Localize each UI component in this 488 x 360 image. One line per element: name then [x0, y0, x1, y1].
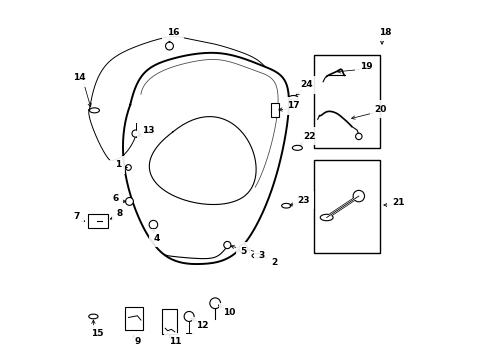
- Text: 13: 13: [142, 126, 154, 135]
- Ellipse shape: [251, 253, 261, 258]
- Circle shape: [224, 242, 230, 249]
- Text: 2: 2: [271, 258, 277, 267]
- Text: 11: 11: [168, 337, 181, 346]
- Text: 22: 22: [303, 131, 315, 140]
- Text: 3: 3: [258, 251, 264, 260]
- Circle shape: [165, 42, 173, 50]
- Text: 19: 19: [359, 62, 371, 71]
- Circle shape: [125, 198, 133, 205]
- Text: 1: 1: [114, 160, 121, 169]
- Text: 5: 5: [240, 247, 246, 256]
- Text: 14: 14: [73, 73, 85, 82]
- Ellipse shape: [288, 95, 298, 100]
- Text: 16: 16: [166, 28, 179, 37]
- Circle shape: [239, 244, 247, 253]
- Bar: [313, 160, 380, 253]
- Text: 6: 6: [112, 194, 118, 203]
- Text: 7: 7: [73, 212, 80, 221]
- Text: 15: 15: [91, 329, 103, 338]
- Circle shape: [149, 220, 157, 229]
- Bar: [162, 309, 176, 334]
- Ellipse shape: [89, 108, 99, 113]
- Text: 24: 24: [300, 81, 313, 90]
- Text: 21: 21: [391, 198, 404, 207]
- Ellipse shape: [281, 203, 290, 208]
- Text: 18: 18: [379, 28, 391, 37]
- Ellipse shape: [88, 314, 98, 319]
- Text: 9: 9: [134, 337, 140, 346]
- Text: 12: 12: [196, 321, 208, 330]
- Circle shape: [355, 133, 361, 140]
- Text: 10: 10: [223, 308, 235, 317]
- Bar: [271, 103, 279, 117]
- Bar: [313, 55, 380, 148]
- Circle shape: [125, 165, 131, 170]
- Text: 17: 17: [287, 101, 300, 110]
- Bar: [88, 214, 107, 228]
- Text: 20: 20: [373, 105, 386, 114]
- Text: 4: 4: [154, 234, 160, 243]
- Circle shape: [352, 190, 364, 202]
- Circle shape: [209, 298, 220, 309]
- Circle shape: [184, 311, 194, 321]
- Text: 8: 8: [116, 210, 122, 219]
- Text: 23: 23: [297, 196, 309, 205]
- Circle shape: [132, 130, 139, 137]
- Bar: [124, 307, 142, 330]
- Ellipse shape: [320, 214, 332, 221]
- Ellipse shape: [292, 145, 302, 150]
